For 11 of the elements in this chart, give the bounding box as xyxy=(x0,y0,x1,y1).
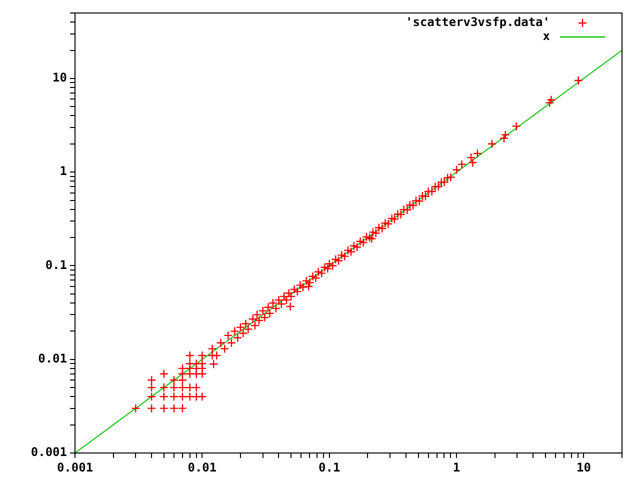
x-tick-label: 0.1 xyxy=(318,460,340,474)
x-tick-label: 10 xyxy=(576,460,591,474)
y-tick-label: 1 xyxy=(60,164,67,178)
y-tick-label: 0.001 xyxy=(30,445,67,460)
legend-label: x xyxy=(542,29,550,44)
y-tick-label: 0.1 xyxy=(45,258,67,272)
legend-label: 'scatterv3vsfp.data' xyxy=(406,15,550,30)
y-tick-label: 0.01 xyxy=(38,351,67,366)
x-tick-label: 1 xyxy=(452,460,460,474)
x-tick-label: 0.01 xyxy=(188,460,217,474)
y-tick-label: 10 xyxy=(52,70,67,85)
